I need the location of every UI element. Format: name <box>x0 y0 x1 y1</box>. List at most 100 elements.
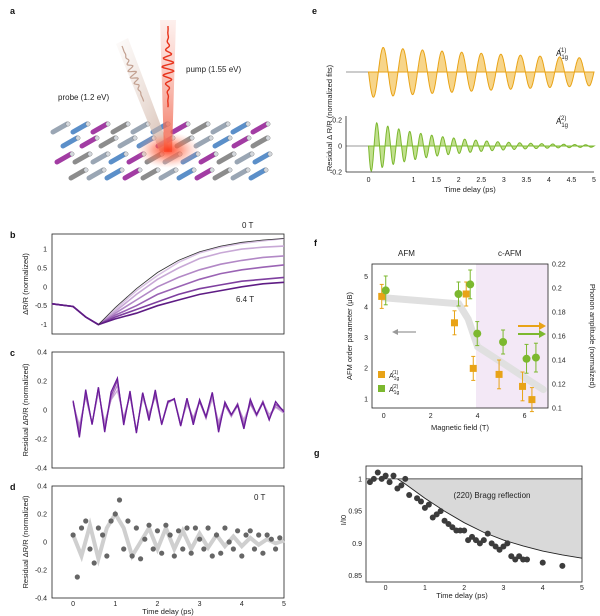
c-ytick-2: 0 <box>43 408 47 415</box>
lattice-bond <box>104 167 124 181</box>
panel-b-ylabel: ΔR/R (normalized) <box>21 253 30 315</box>
lattice-atom <box>263 167 269 173</box>
panel-e: e 0.2 0 -0.2 0 1 1.5 2 2.5 3 3.5 4 4.5 5 Residual Δ… <box>312 6 596 194</box>
a1g1-point <box>450 319 458 327</box>
g-ytick-3: 0.85 <box>348 573 362 580</box>
panel-g-ylabel: I/I0 <box>339 515 348 525</box>
lattice-atom <box>205 121 211 127</box>
lattice-atom <box>65 121 71 127</box>
data-point <box>268 536 274 542</box>
mode2-label: A1g(2) <box>556 116 568 129</box>
data-point <box>125 518 131 524</box>
data-point <box>222 525 228 531</box>
pump-pulse <box>161 26 175 108</box>
lattice-bond <box>252 151 272 165</box>
e-xtick-7: 4 <box>547 177 551 184</box>
lattice-atom <box>173 167 179 173</box>
data-point <box>559 562 566 569</box>
c-ytick-3: -0.2 <box>35 437 47 444</box>
pump-label: pump (1.55 eV) <box>186 65 241 74</box>
d-xtick-5: 5 <box>282 601 286 608</box>
panel-c: c 0.4 0.2 0 -0.2 -0.4 Residual ΔR/R (normali… <box>10 348 285 473</box>
data-point <box>74 574 80 580</box>
legend-swatch-a1g1 <box>378 371 385 378</box>
panel-d-ylabel: Residual ΔR/R (normalized) <box>21 495 30 588</box>
data-point <box>406 492 413 498</box>
panel-c-axes <box>51 351 285 469</box>
panel-letter-a: a <box>10 6 16 16</box>
data-point <box>104 553 110 559</box>
d-ytick-1: 0.2 <box>37 512 47 519</box>
cafm-label: c-AFM <box>498 249 522 258</box>
data-point <box>247 528 253 534</box>
lattice-atom <box>113 135 119 141</box>
d-ytick-0: 0.4 <box>37 484 47 491</box>
panel-c-ylabel: Residual ΔR/R (normalized) <box>21 363 30 456</box>
f-ytick-right-3: 0.16 <box>552 334 566 341</box>
excitation-spot <box>136 132 200 168</box>
panel-a: a pump (1.55 eV) probe (1.2 eV) <box>10 6 273 181</box>
legend-swatch-a1g2 <box>378 385 385 392</box>
lattice-bond <box>170 121 190 135</box>
g-xtick-2: 2 <box>462 585 466 592</box>
data-point <box>461 527 468 534</box>
lattice-bond <box>176 167 196 181</box>
g-ytick-2: 0.9 <box>352 541 362 548</box>
data-point <box>167 532 173 538</box>
e-xtick-1: 1 <box>412 177 416 184</box>
data-point <box>398 482 405 489</box>
data-point <box>197 536 203 542</box>
data-point <box>251 546 258 552</box>
f-ytick-left-0: 5 <box>364 274 368 281</box>
data-point <box>504 540 511 547</box>
g-ytick-0: 1 <box>358 476 362 483</box>
g-xtick-5: 5 <box>580 585 584 592</box>
data-point <box>108 518 114 524</box>
data-point <box>205 525 211 531</box>
data-point <box>201 546 207 552</box>
data-point <box>154 528 161 534</box>
lattice-bond <box>68 167 88 181</box>
f-xtick-3: 6 <box>523 413 527 420</box>
f-ytick-right-2: 0.18 <box>552 310 566 317</box>
legend-label-a1g2: A1g(2) <box>389 384 399 396</box>
lattice-atom <box>265 135 271 141</box>
data-point <box>209 553 215 559</box>
d-ytick-2: 0 <box>43 540 47 547</box>
a1g2-point <box>499 338 508 346</box>
e-xtick-2: 1.5 <box>431 177 441 184</box>
lattice-bond <box>110 121 130 135</box>
lattice-bond <box>158 167 178 181</box>
mode1-label: A1g(1) <box>556 48 568 61</box>
f-xtick-0: 0 <box>382 413 386 420</box>
lattice-atom <box>246 135 252 141</box>
lattice-atom <box>83 167 89 173</box>
g-xtick-4: 4 <box>541 585 545 592</box>
lattice-atom <box>185 121 191 127</box>
lattice-atom <box>123 151 129 157</box>
residual-trace-1 <box>72 383 285 432</box>
panel-g-xlabel: Time delay (ps) <box>436 591 488 600</box>
panel-letter-c: c <box>10 348 15 358</box>
lattice-bond <box>140 167 160 181</box>
a1g1-point <box>528 396 536 404</box>
data-point <box>243 532 249 538</box>
a1g2-point <box>522 354 531 363</box>
data-point <box>382 472 389 479</box>
data-point <box>188 550 194 556</box>
data-point <box>159 550 165 556</box>
panel-letter-b: b <box>10 230 16 240</box>
lattice-atom <box>125 121 131 127</box>
data-point <box>386 479 393 486</box>
data-point <box>116 497 123 503</box>
data-point <box>417 498 424 505</box>
lattice-atom <box>137 167 143 173</box>
lattice-bond <box>248 167 268 181</box>
data-point <box>175 528 182 534</box>
data-point <box>480 537 487 544</box>
lattice-bond <box>231 135 251 149</box>
g-xtick-0: 0 <box>384 585 388 592</box>
data-point <box>239 553 245 559</box>
lattice-atom <box>231 151 237 157</box>
lattice-bond <box>216 151 236 165</box>
